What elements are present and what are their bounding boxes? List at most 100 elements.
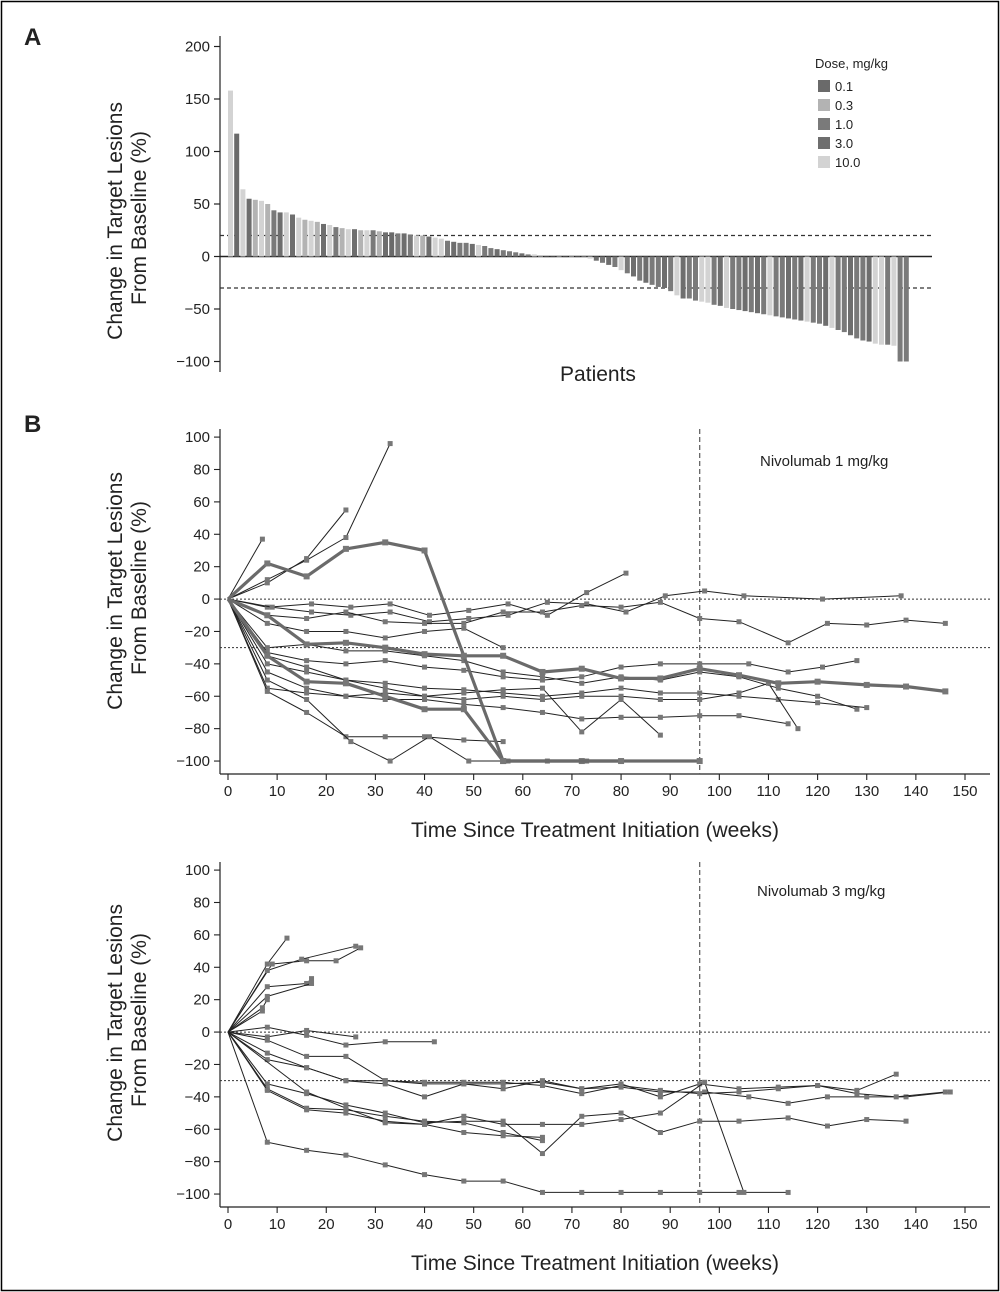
data-point-marker xyxy=(382,680,388,686)
panel-a-ylabel-line-2: From Baseline (%) xyxy=(128,131,151,305)
patient-trajectory xyxy=(227,1031,747,1195)
waterfall-bar xyxy=(748,256,754,313)
waterfall-bar xyxy=(631,256,636,277)
data-point-marker xyxy=(264,1024,270,1030)
waterfall-bar xyxy=(228,90,233,257)
patient-trajectory xyxy=(227,598,791,727)
data-point-marker xyxy=(579,729,585,735)
waterfall-bar xyxy=(736,256,742,311)
data-point-marker xyxy=(623,570,629,576)
waterfall-bar xyxy=(761,256,767,315)
data-point-marker xyxy=(264,984,270,990)
waterfall-bar xyxy=(612,256,618,267)
data-point-marker xyxy=(460,652,467,659)
xtick-label: 40 xyxy=(416,1216,433,1233)
waterfall-bar xyxy=(333,227,339,257)
data-point-marker xyxy=(618,696,624,702)
ytick-label: −100 xyxy=(176,1186,210,1203)
panel-b-bottom-axes xyxy=(219,862,990,1208)
waterfall-bar xyxy=(364,230,370,257)
data-point-marker xyxy=(539,668,546,675)
panel-a-ytick-label: −50 xyxy=(185,301,210,318)
waterfall-bar xyxy=(866,256,872,342)
panel-b-bottom-ylabel-line-2: From Baseline (%) xyxy=(128,933,151,1107)
data-point-marker xyxy=(702,588,708,594)
waterfall-bar xyxy=(903,256,909,362)
xtick-label: 130 xyxy=(854,1216,879,1233)
ytick-label: −100 xyxy=(176,753,210,770)
waterfall-bar xyxy=(779,256,785,318)
xtick-label: 20 xyxy=(318,783,335,800)
waterfall-bar xyxy=(860,256,866,341)
panel-a: A −100 −50 0 50 100 150 200 Change in Target L… xyxy=(24,24,932,386)
trajectory-line xyxy=(227,1031,907,1154)
data-point-marker xyxy=(736,693,742,699)
panel-letter-b: B xyxy=(24,411,41,438)
ytick-label: −60 xyxy=(185,688,210,705)
data-point-marker xyxy=(299,956,305,962)
data-point-marker xyxy=(422,1094,428,1100)
waterfall-bar xyxy=(810,256,816,323)
data-point-marker xyxy=(343,628,349,634)
waterfall-bar xyxy=(767,256,773,316)
data-point-marker xyxy=(657,714,663,720)
data-point-marker xyxy=(343,1152,349,1158)
data-point-marker xyxy=(657,1129,663,1135)
data-point-marker xyxy=(765,680,771,686)
data-point-marker xyxy=(815,700,821,706)
trajectory-line xyxy=(227,509,347,600)
panel-b-top: −100 −80 −60 −40 −20 0 20 40 60 80 100 0 10 20 30 40 50 6… xyxy=(104,429,990,842)
ytick-label: −40 xyxy=(185,1089,210,1106)
data-point-marker xyxy=(284,935,290,941)
ytick-label: −40 xyxy=(185,656,210,673)
data-point-marker xyxy=(500,674,506,680)
data-point-marker xyxy=(618,685,624,691)
data-point-marker xyxy=(303,641,310,648)
waterfall-bar xyxy=(848,256,853,336)
data-point-marker xyxy=(697,1081,703,1087)
waterfall-bar xyxy=(587,256,593,259)
data-point-marker xyxy=(903,617,909,623)
highlighted-trajectory xyxy=(226,539,703,765)
panel-b-top-axes xyxy=(219,429,990,775)
ytick-label: −80 xyxy=(185,721,210,738)
data-point-marker xyxy=(382,644,389,651)
data-point-marker xyxy=(382,539,389,546)
waterfall-bar xyxy=(352,229,357,257)
waterfall-bar xyxy=(519,253,525,257)
data-point-marker xyxy=(304,1147,310,1153)
waterfall-bar xyxy=(562,256,568,258)
waterfall-bar xyxy=(705,256,711,303)
data-point-marker xyxy=(579,716,585,722)
data-point-marker xyxy=(815,1083,821,1089)
waterfall-bar xyxy=(655,256,661,287)
data-point-marker xyxy=(854,706,860,712)
patient-trajectory xyxy=(227,997,270,1033)
trajectory-line xyxy=(227,598,504,743)
trajectory-line xyxy=(227,1031,946,1098)
data-point-marker xyxy=(426,619,432,625)
xtick-label: 30 xyxy=(367,783,384,800)
waterfall-bar xyxy=(569,256,574,258)
waterfall-bar xyxy=(432,237,438,257)
data-point-marker xyxy=(500,1129,506,1135)
trajectory-line xyxy=(227,1026,435,1046)
waterfall-bar xyxy=(823,256,829,326)
legend-swatch xyxy=(818,156,830,168)
waterfall-bar xyxy=(500,250,506,257)
waterfall-bar xyxy=(234,133,240,257)
waterfall-bar xyxy=(724,256,729,308)
data-point-marker xyxy=(820,596,826,602)
waterfall-bar xyxy=(854,256,860,339)
xtick-label: 90 xyxy=(662,1216,679,1233)
data-point-marker xyxy=(264,652,271,659)
data-point-marker xyxy=(864,1094,870,1100)
waterfall-bar xyxy=(271,210,277,257)
data-point-marker xyxy=(264,577,270,583)
xtick-label: 50 xyxy=(465,1216,482,1233)
waterfall-bar xyxy=(624,256,630,274)
panel-b-bottom-series xyxy=(227,935,953,1195)
data-point-marker xyxy=(657,732,663,738)
data-point-marker xyxy=(824,620,830,626)
data-point-marker xyxy=(264,620,270,626)
